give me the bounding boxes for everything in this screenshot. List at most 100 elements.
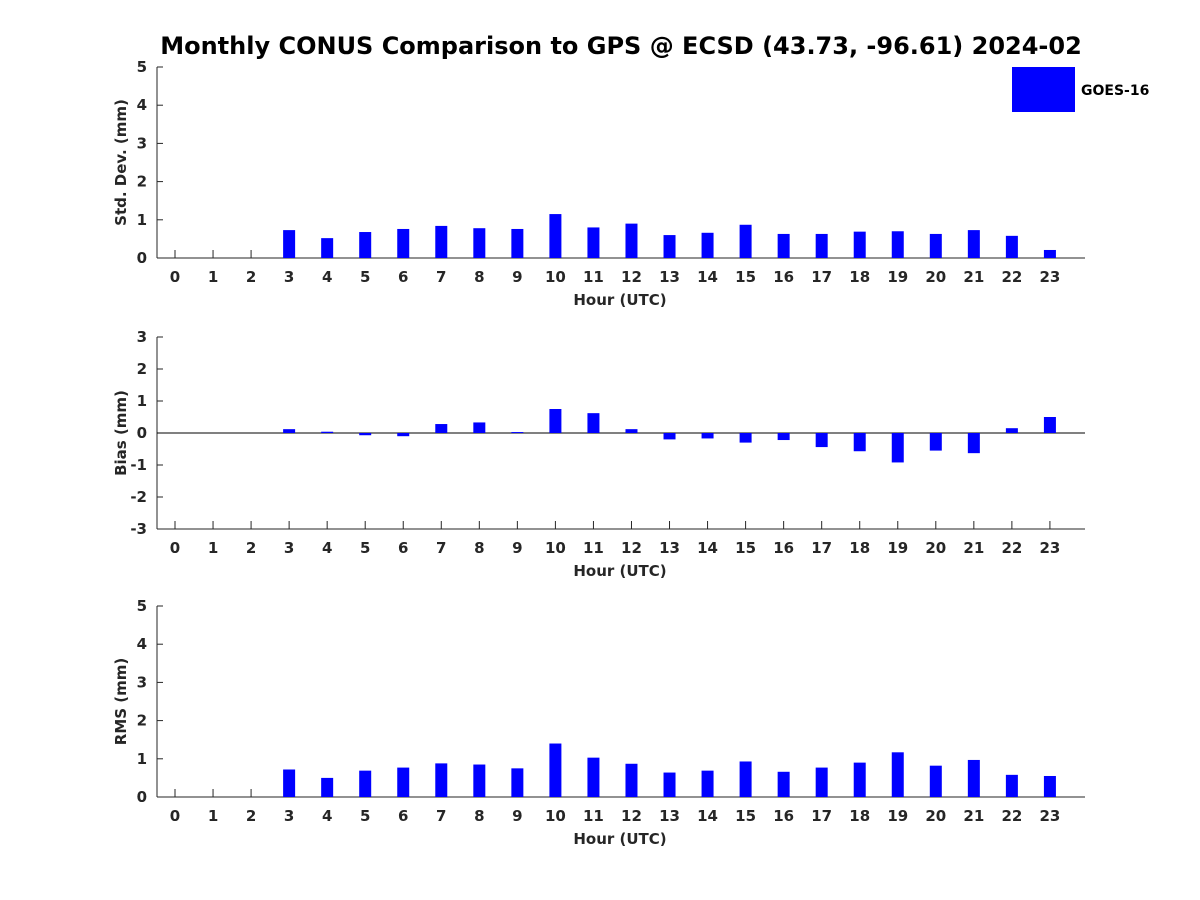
x-tick-label: 7 xyxy=(436,539,446,557)
x-tick-label: 14 xyxy=(697,807,718,825)
x-tick-label: 20 xyxy=(925,539,946,557)
bar-hour-6 xyxy=(397,433,410,437)
x-tick-label: 1 xyxy=(208,539,218,557)
x-tick-label: 16 xyxy=(773,539,794,557)
x-tick-label: 17 xyxy=(811,539,832,557)
x-tick-label: 17 xyxy=(811,268,832,286)
y-tick-label: -1 xyxy=(130,456,147,474)
x-tick-label: 16 xyxy=(773,268,794,286)
bar-hour-5 xyxy=(359,232,372,258)
bar-hour-10 xyxy=(549,409,562,433)
x-tick-label: 8 xyxy=(474,539,484,557)
x-tick-label: 5 xyxy=(360,807,370,825)
x-tick-label: 17 xyxy=(811,807,832,825)
x-tick-label: 11 xyxy=(583,268,604,286)
y-tick-label: 4 xyxy=(137,635,147,653)
bar-hour-5 xyxy=(359,433,372,436)
x-tick-label: 6 xyxy=(398,539,408,557)
x-tick-label: 14 xyxy=(697,539,718,557)
y-tick-label: 0 xyxy=(137,249,147,267)
x-tick-label: 10 xyxy=(545,539,566,557)
x-tick-label: 7 xyxy=(436,807,446,825)
x-tick-label: 6 xyxy=(398,268,408,286)
x-axis-label: Hour (UTC) xyxy=(573,291,666,309)
bar-hour-7 xyxy=(435,225,448,258)
bar-hour-16 xyxy=(777,433,790,441)
bar-hour-5 xyxy=(359,770,372,797)
y-tick-label: 1 xyxy=(137,211,147,229)
bar-hour-17 xyxy=(815,433,828,448)
y-axis-label: Std. Dev. (mm) xyxy=(112,99,130,226)
bar-hour-16 xyxy=(777,771,790,797)
bar-hour-14 xyxy=(701,770,714,797)
x-tick-label: 1 xyxy=(208,807,218,825)
x-axis-label: Hour (UTC) xyxy=(573,562,666,580)
bar-hour-15 xyxy=(739,224,752,258)
x-tick-label: 2 xyxy=(246,268,256,286)
x-tick-label: 13 xyxy=(659,268,680,286)
legend-label: GOES-16 xyxy=(1081,83,1149,99)
x-tick-label: 11 xyxy=(583,807,604,825)
legend-swatch xyxy=(1012,67,1075,112)
bar-hour-11 xyxy=(587,413,600,433)
y-tick-label: 1 xyxy=(137,392,147,410)
legend: GOES-16 xyxy=(1012,67,1149,112)
y-tick-label: 2 xyxy=(137,173,147,191)
bar-hour-7 xyxy=(435,424,448,433)
bar-hour-13 xyxy=(663,772,676,797)
x-tick-label: 8 xyxy=(474,268,484,286)
x-tick-label: 2 xyxy=(246,807,256,825)
x-tick-label: 18 xyxy=(849,539,870,557)
bar-hour-7 xyxy=(435,763,448,797)
y-tick-label: 3 xyxy=(137,328,147,346)
bar-hour-20 xyxy=(929,765,942,797)
x-tick-label: 10 xyxy=(545,268,566,286)
bar-hour-17 xyxy=(815,767,828,797)
x-tick-label: 19 xyxy=(887,807,908,825)
bar-hour-23 xyxy=(1043,775,1056,797)
x-tick-label: 15 xyxy=(735,268,756,286)
bar-hour-22 xyxy=(1005,235,1018,258)
bar-hour-21 xyxy=(967,230,980,258)
x-tick-label: 2 xyxy=(246,539,256,557)
y-tick-label: -2 xyxy=(130,488,147,506)
bar-hour-12 xyxy=(625,429,638,433)
x-tick-label: 15 xyxy=(735,539,756,557)
x-tick-label: 0 xyxy=(170,268,180,286)
bar-hour-12 xyxy=(625,763,638,797)
x-tick-label: 14 xyxy=(697,268,718,286)
bar-hour-20 xyxy=(929,433,942,451)
x-tick-label: 0 xyxy=(170,807,180,825)
bar-hour-19 xyxy=(891,231,904,258)
bar-hour-3 xyxy=(283,429,296,433)
bar-hour-9 xyxy=(511,432,524,434)
x-tick-label: 20 xyxy=(925,807,946,825)
x-tick-label: 21 xyxy=(963,539,984,557)
bar-hour-4 xyxy=(321,777,334,797)
bar-hour-22 xyxy=(1005,774,1018,797)
bar-hour-8 xyxy=(473,422,486,433)
bar-hour-10 xyxy=(549,743,562,797)
x-tick-label: 4 xyxy=(322,539,332,557)
bar-hour-19 xyxy=(891,752,904,797)
y-axis-label: RMS (mm) xyxy=(112,658,130,745)
bar-hour-18 xyxy=(853,433,866,452)
bar-hour-17 xyxy=(815,233,828,258)
x-tick-label: 21 xyxy=(963,268,984,286)
bar-hour-10 xyxy=(549,214,562,258)
y-tick-label: 3 xyxy=(137,134,147,152)
bar-hour-3 xyxy=(283,769,296,797)
y-tick-label: 0 xyxy=(137,424,147,442)
bar-hour-13 xyxy=(663,235,676,258)
bar-hour-12 xyxy=(625,223,638,258)
bar-hour-6 xyxy=(397,767,410,797)
y-tick-label: 2 xyxy=(137,360,147,378)
chart-title: Monthly CONUS Comparison to GPS @ ECSD (… xyxy=(160,32,1082,60)
y-tick-label: 2 xyxy=(137,712,147,730)
x-tick-label: 18 xyxy=(849,807,870,825)
x-tick-label: 22 xyxy=(1001,268,1022,286)
bar-hour-22 xyxy=(1005,428,1018,433)
